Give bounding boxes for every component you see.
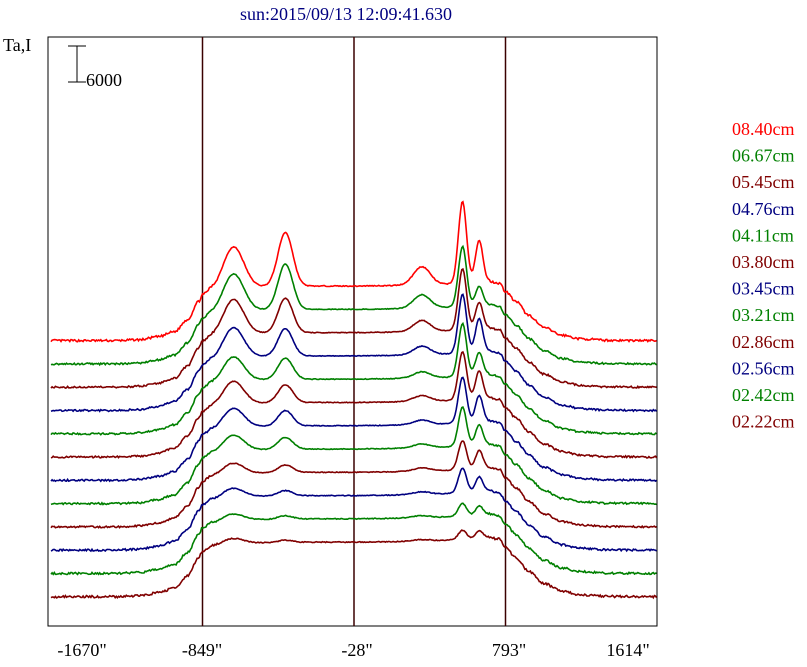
- scale-bar-label: 6000: [86, 70, 122, 90]
- x-axis-ticks: -1670" -849" -28" 793" 1614": [57, 640, 649, 660]
- series-line-02.86cm: [50, 440, 657, 529]
- series-line-05.45cm: [50, 267, 657, 390]
- series-line-02.56cm: [50, 467, 658, 553]
- series-line-04.11cm: [50, 321, 657, 436]
- legend-item-02.22cm: 02.22cm: [732, 412, 795, 432]
- x-tick-label: -1670": [57, 640, 106, 660]
- legend-item-08.40cm: 08.40cm: [732, 119, 795, 139]
- x-tick-label: 1614": [606, 640, 649, 660]
- series-line-02.42cm: [50, 502, 657, 576]
- series-lines: [50, 200, 658, 600]
- legend-item-03.80cm: 03.80cm: [732, 252, 795, 272]
- series-line-06.67cm: [50, 244, 658, 367]
- legend-item-03.21cm: 03.21cm: [732, 305, 795, 325]
- series-line-03.80cm: [50, 350, 658, 459]
- chart-title: sun:2015/09/13 12:09:41.630: [240, 4, 452, 24]
- series-line-03.21cm: [50, 406, 657, 506]
- scale-bar: 6000: [68, 45, 122, 90]
- x-tick-label: -28": [341, 640, 372, 660]
- series-line-03.45cm: [50, 376, 658, 483]
- legend-item-03.45cm: 03.45cm: [732, 279, 795, 299]
- series-line-02.22cm: [50, 529, 658, 600]
- series-line-08.40cm: [50, 200, 657, 343]
- legend: 08.40cm 06.67cm 05.45cm 04.76cm 04.11cm 03.80…: [732, 119, 795, 432]
- plot-frame: [47, 36, 658, 627]
- legend-item-02.86cm: 02.86cm: [732, 332, 795, 352]
- x-tick-label: -849": [182, 640, 222, 660]
- y-axis-label: Ta,I: [3, 35, 31, 55]
- x-tick-label: 793": [492, 640, 526, 660]
- legend-item-06.67cm: 06.67cm: [732, 146, 795, 166]
- legend-item-02.56cm: 02.56cm: [732, 358, 795, 378]
- legend-item-04.76cm: 04.76cm: [732, 199, 795, 219]
- legend-item-05.45cm: 05.45cm: [732, 172, 795, 192]
- legend-item-04.11cm: 04.11cm: [732, 225, 794, 245]
- legend-item-02.42cm: 02.42cm: [732, 385, 795, 405]
- series-line-04.76cm: [50, 293, 658, 413]
